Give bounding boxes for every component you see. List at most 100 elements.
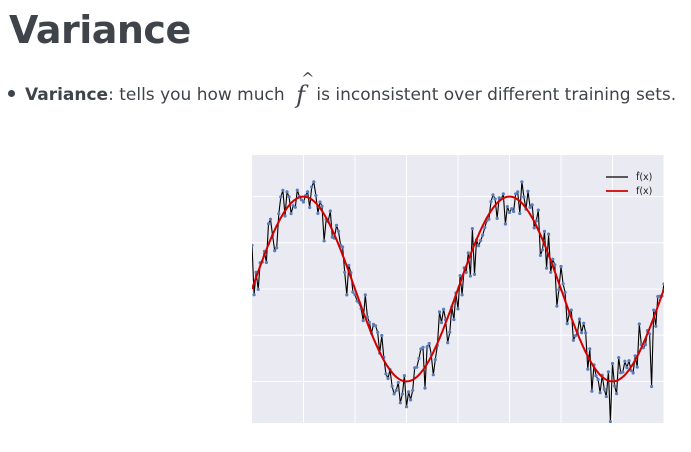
estimate-point xyxy=(336,229,341,233)
estimate-point xyxy=(273,249,277,253)
estimate-point xyxy=(563,290,567,294)
estimate-point xyxy=(417,356,421,361)
estimate-point xyxy=(483,226,487,230)
chart-svg: f̂(x) f(x) xyxy=(250,155,666,424)
estimate-point xyxy=(287,195,291,199)
term-variance: Variance xyxy=(25,85,109,105)
estimate-point xyxy=(398,401,402,405)
estimate-point xyxy=(625,366,629,370)
estimate-point xyxy=(367,320,371,324)
estimate-point xyxy=(279,195,283,199)
estimate-point xyxy=(545,266,549,270)
estimate-point xyxy=(610,361,615,366)
estimate-point xyxy=(460,293,464,297)
estimate-point xyxy=(536,208,540,212)
estimate-point xyxy=(407,390,411,394)
estimate-point xyxy=(621,370,625,374)
estimate-point xyxy=(343,270,347,274)
estimate-point xyxy=(415,365,419,369)
bullet-marker xyxy=(8,89,15,97)
estimate-point xyxy=(446,341,450,345)
estimate-point xyxy=(637,322,641,326)
estimate-point xyxy=(555,304,559,308)
estimate-point xyxy=(427,341,431,346)
estimate-point xyxy=(301,200,306,204)
estimate-point xyxy=(250,243,254,247)
estimate-point xyxy=(266,222,271,226)
estimate-point xyxy=(516,190,520,194)
estimate-point xyxy=(320,204,324,208)
true-function-line xyxy=(251,195,665,383)
estimate-point xyxy=(571,338,575,342)
estimate-point xyxy=(654,324,658,328)
true-series xyxy=(251,195,665,383)
estimate-point xyxy=(540,248,545,252)
bullet-text-post: is inconsistent over different training … xyxy=(316,85,677,105)
estimate-point xyxy=(551,257,555,261)
estimate-point xyxy=(493,197,497,201)
estimate-point xyxy=(448,330,452,334)
estimate-point xyxy=(530,203,534,207)
estimate-point xyxy=(264,260,268,265)
estimate-point xyxy=(341,245,345,249)
estimate-point xyxy=(396,380,400,385)
estimate-point xyxy=(586,367,590,371)
estimate-point xyxy=(363,293,367,297)
estimate-point xyxy=(295,188,299,192)
estimate-point xyxy=(588,347,592,351)
estimate-point xyxy=(439,321,444,325)
math-hat-accent: ^ xyxy=(301,69,315,88)
estimate-point xyxy=(520,180,524,184)
estimate-point xyxy=(528,205,532,209)
estimate-point xyxy=(421,345,425,349)
estimate-point xyxy=(322,239,326,243)
estimate-point xyxy=(652,308,656,312)
estimate-point xyxy=(275,246,279,250)
estimate-point xyxy=(631,371,635,375)
chart-legend: f̂(x) f(x) xyxy=(606,171,652,197)
estimate-point xyxy=(577,317,582,321)
estimate-point xyxy=(602,387,606,391)
estimate-point xyxy=(409,398,413,402)
estimate-point xyxy=(538,253,542,257)
math-f-hat: ^ f xyxy=(296,69,314,109)
estimate-point xyxy=(623,359,627,363)
estimate-point xyxy=(495,216,499,220)
estimate-point xyxy=(582,321,586,325)
estimate-point xyxy=(596,378,600,382)
bullet-variance-definition: Variance: tells you how much ^ f is incon… xyxy=(8,69,677,109)
estimate-point xyxy=(606,370,610,374)
estimate-point xyxy=(390,384,394,388)
estimate-series xyxy=(250,179,666,424)
estimate-point xyxy=(542,229,547,233)
estimate-point xyxy=(306,190,310,194)
estimate-point xyxy=(526,189,530,193)
estimate-point xyxy=(573,334,577,338)
estimate-point xyxy=(299,198,303,202)
estimate-point xyxy=(514,192,518,196)
estimate-point xyxy=(470,227,474,231)
estimate-point xyxy=(559,264,563,269)
estimate-point xyxy=(380,333,384,338)
estimate-point xyxy=(310,185,314,189)
estimate-point xyxy=(281,188,285,192)
estimate-point xyxy=(314,193,318,198)
estimate-point xyxy=(584,331,588,335)
estimate-point xyxy=(580,331,584,335)
estimate-point xyxy=(565,322,569,326)
term-colon: : xyxy=(108,85,114,105)
estimate-point xyxy=(501,192,505,196)
estimate-point xyxy=(617,356,621,360)
legend-true-label: f(x) xyxy=(636,186,652,197)
estimate-point xyxy=(442,307,446,311)
estimate-point xyxy=(613,384,617,388)
estimate-point xyxy=(404,405,409,409)
estimate-point xyxy=(277,212,281,216)
estimate-point xyxy=(627,359,631,363)
estimate-point xyxy=(489,200,493,204)
estimate-point xyxy=(423,386,427,390)
estimate-point xyxy=(518,211,522,216)
estimate-point xyxy=(507,210,512,215)
estimate-point xyxy=(458,274,462,278)
estimate-point xyxy=(472,272,477,276)
